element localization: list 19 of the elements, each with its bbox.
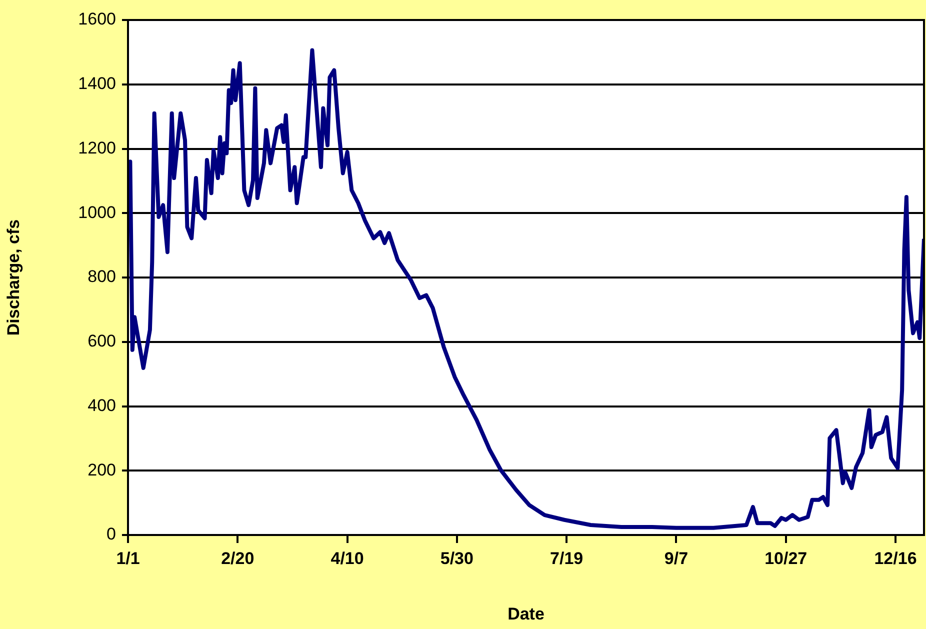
x-tick-label: 9/7	[664, 548, 688, 568]
y-tick-label: 1600	[78, 10, 116, 29]
y-axis-title: Discharge, cfs	[4, 219, 23, 336]
y-tick-label: 1400	[78, 74, 116, 94]
y-tick-label: 1000	[78, 202, 116, 222]
x-tick-label: 1/1	[116, 548, 140, 568]
x-tick-label: 10/27	[764, 548, 808, 568]
y-tick-label: 0	[106, 524, 116, 544]
x-tick-label: 5/30	[440, 548, 474, 568]
y-tick-label: 200	[88, 460, 116, 480]
y-tick-label: 600	[88, 332, 116, 351]
x-tick-label: 7/19	[550, 548, 584, 568]
x-tick-label: 12/16	[874, 548, 917, 568]
x-axis-title: Date	[508, 604, 544, 624]
x-tick-label: 4/10	[330, 548, 364, 568]
y-tick-label: 400	[88, 396, 116, 415]
y-tick-label: 1200	[78, 138, 116, 158]
y-tick-label: 800	[88, 267, 116, 286]
x-tick-label: 2/20	[221, 548, 254, 568]
